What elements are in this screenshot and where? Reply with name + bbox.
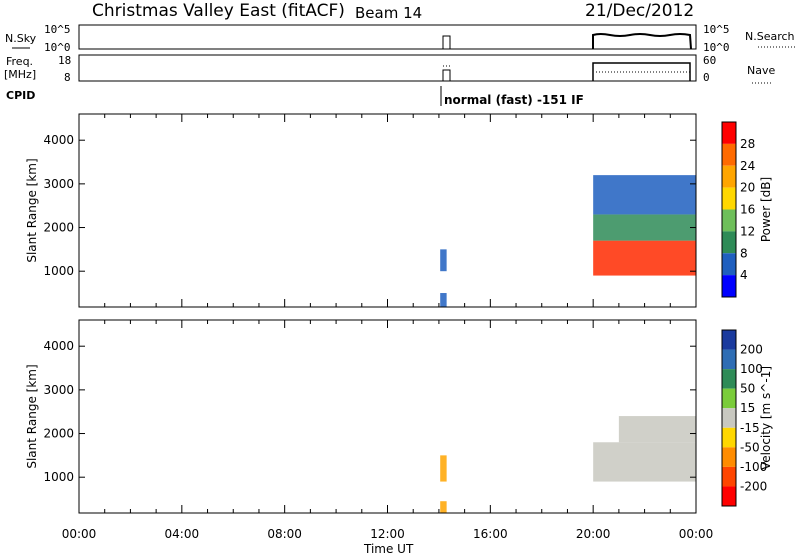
data-block [618, 416, 696, 443]
x-tick-label: 12:00 [370, 527, 405, 541]
data-block [593, 442, 696, 482]
colorbar-tick-label: 20 [740, 181, 755, 195]
power-panel: 1000 2000 3000 4000 Slant Range [km] [25, 113, 697, 308]
colorbar-tick-label: -50 [740, 440, 760, 454]
colorbar-tick-label: -200 [740, 479, 767, 493]
nsky-trace-2 [592, 33, 692, 50]
colorbar-segment [722, 253, 736, 276]
freq-panel: Freq. [MHz] 18 8 60 0 Nave [4, 54, 775, 84]
x-axis-label: Time UT [363, 542, 414, 554]
colorbar-tick-label: 12 [740, 224, 755, 238]
y-tick-label: 3000 [43, 383, 74, 397]
colorbar-tick-label: 8 [740, 246, 748, 260]
colorbar-segment [722, 486, 736, 506]
nsky-tick-low: 10^0 [44, 41, 71, 54]
power-colorbar: 28 24 20 16 12 8 4 Power [dB] [721, 121, 773, 298]
freq-label: Freq. [6, 55, 33, 68]
colorbar-segment [722, 122, 736, 144]
colorbar-tick-label: 100 [740, 362, 763, 376]
colorbar-segment [722, 165, 736, 188]
colorbar-frame [721, 329, 737, 507]
colorbar-tick-label: 50 [740, 382, 755, 396]
colorbar-segment [722, 231, 736, 254]
x-axis-ticks: 00:00 04:00 08:00 12:00 16:00 20:00 00:00 [62, 527, 714, 541]
x-tick-label: 20:00 [576, 527, 611, 541]
colorbar-segment [722, 209, 736, 232]
plot-title: Christmas Valley East (fitACF) [92, 1, 345, 21]
panel-frame [78, 319, 697, 514]
data-block [440, 293, 447, 307]
colorbar-segment [722, 447, 736, 467]
y-tick-label: 4000 [43, 133, 74, 147]
nsearch-tick-high: 10^5 [703, 23, 730, 36]
y-axis-label: Slant Range [km] [25, 364, 39, 468]
nave-label: Nave [747, 64, 775, 77]
colorbar-tick-label: 16 [740, 203, 755, 217]
data-block [440, 249, 447, 272]
velocity-colorbar: 200 100 50 15 -15 -50 -100 -200 Velocity [m s^-1… [721, 329, 773, 507]
date-label: 21/Dec/2012 [585, 1, 694, 21]
cpid-text: normal (fast) -151 IF [444, 93, 584, 107]
y-tick-label: 3000 [43, 177, 74, 191]
colorbar-tick-label: 200 [740, 343, 763, 357]
x-tick-label: 00:00 [62, 527, 97, 541]
colorbar-tick-label: -100 [740, 460, 767, 474]
y-tick-label: 2000 [43, 221, 74, 235]
data-block [440, 501, 447, 513]
colorbar-segment [722, 369, 736, 389]
colorbar-segment [722, 275, 736, 297]
velocity-panel: 1000 2000 3000 4000 Slant Range [km] [25, 319, 697, 514]
nave-tick-high: 60 [703, 54, 716, 67]
colorbar-segment [722, 408, 736, 428]
nsearch-tick-low: 10^0 [703, 41, 730, 54]
colorbar-frame [721, 121, 737, 298]
x-tick-label: 00:00 [679, 527, 714, 541]
colorbar-segment [722, 330, 736, 350]
colorbar-segment [722, 143, 736, 166]
colorbar-label: Velocity [m s^-1] [759, 366, 773, 470]
colorbar-segment [722, 349, 736, 370]
x-tick-label: 16:00 [473, 527, 508, 541]
freq-tick-low: 8 [64, 71, 71, 84]
y-tick-label: 4000 [43, 339, 74, 353]
colorbar-tick-label: -15 [740, 421, 760, 435]
data-block [593, 240, 696, 276]
x-tick-label: 08:00 [267, 527, 302, 541]
nsky-label: N.Sky [5, 32, 37, 45]
nsearch-label: N.Search [745, 30, 795, 43]
freq-trace-1 [442, 69, 451, 81]
beam-label: Beam 14 [355, 4, 422, 22]
freq-tick-high: 18 [58, 54, 71, 67]
nave-tick-low: 0 [703, 71, 710, 84]
colorbar-segment [722, 466, 736, 487]
colorbar-segment [722, 388, 736, 409]
nsky-trace-1 [442, 35, 451, 49]
data-block [440, 455, 447, 482]
cpid-label: CPID [6, 89, 35, 102]
colorbar-label: Power [dB] [759, 177, 773, 242]
y-tick-label: 2000 [43, 427, 74, 441]
colorbar-tick-label: 28 [740, 137, 755, 151]
x-tick-label: 04:00 [165, 527, 200, 541]
data-block [593, 175, 696, 215]
nsky-tick-high: 10^5 [44, 23, 71, 36]
colorbar-tick-label: 4 [740, 268, 748, 282]
y-axis-label: Slant Range [km] [25, 158, 39, 262]
nsky-panel: N.Sky 10^5 10^0 10^5 10^0 N.Search [5, 23, 796, 54]
y-tick-label: 1000 [43, 264, 74, 278]
data-block [593, 214, 696, 241]
colorbar-segment [722, 427, 736, 448]
freq-unit: [MHz] [4, 68, 36, 81]
y-tick-label: 1000 [43, 470, 74, 484]
colorbar-tick-label: 24 [740, 159, 755, 173]
colorbar-segment [722, 187, 736, 210]
colorbar-tick-label: 15 [740, 401, 755, 415]
